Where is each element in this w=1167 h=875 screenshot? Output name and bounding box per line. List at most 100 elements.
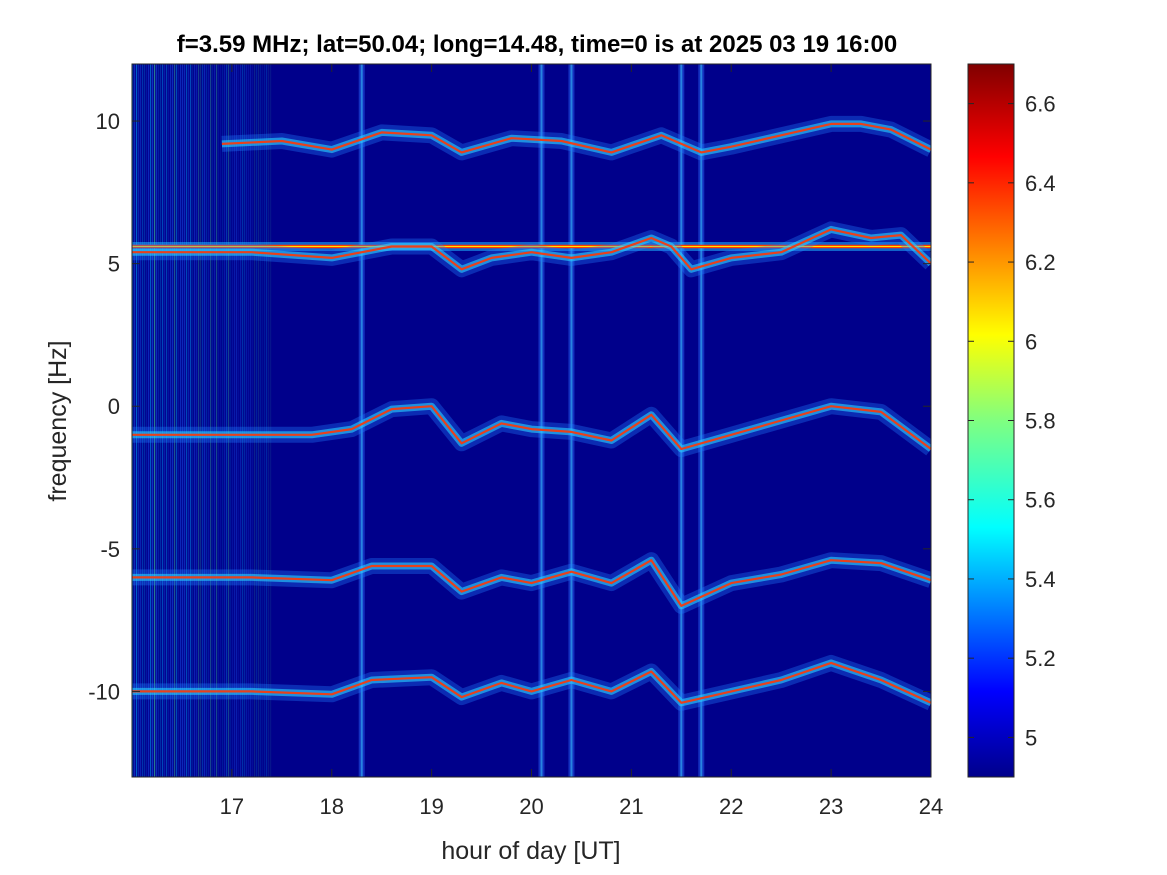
- noise-streak: [266, 64, 268, 777]
- colorbar-tick-label: 5: [1025, 725, 1037, 750]
- x-tick-label: 18: [320, 794, 344, 819]
- noise-streak: [204, 64, 206, 777]
- noise-streak: [170, 64, 172, 777]
- trace-layer: [132, 115, 931, 711]
- noise-streak: [184, 64, 186, 777]
- noise-streak: [172, 64, 174, 777]
- noise-streak: [142, 64, 144, 777]
- noise-streak: [186, 64, 188, 777]
- noise-streak: [220, 64, 222, 777]
- noise-streak: [196, 64, 198, 777]
- y-tick-label: -5: [100, 537, 120, 562]
- x-axis: 17 18 19 20 21 22 23 24: [220, 64, 943, 819]
- noise-streak: [198, 64, 200, 777]
- trace-line-3: [132, 559, 931, 607]
- noise-streak: [246, 64, 248, 777]
- colorbar-tick-label: 6.4: [1025, 171, 1056, 196]
- x-tick-label: 24: [919, 794, 943, 819]
- noise-streak: [236, 64, 238, 777]
- noise-streak: [158, 64, 160, 777]
- noise-streak: [258, 64, 260, 777]
- noise-band: [700, 64, 703, 777]
- colorbar-tick-label: 5.2: [1025, 646, 1056, 671]
- trace-line-4: [132, 661, 931, 704]
- noise-streak: [136, 64, 138, 777]
- noise-streak: [134, 64, 136, 777]
- noise-streak: [200, 64, 202, 777]
- noise-streak: [248, 64, 250, 777]
- noise-streak: [178, 64, 180, 777]
- colorbar-tick-label: 6: [1025, 329, 1037, 354]
- noise-band: [540, 64, 543, 777]
- noise-band: [680, 64, 683, 777]
- x-tick-label: 20: [519, 794, 543, 819]
- noise-streak: [270, 64, 272, 777]
- noise-streak: [264, 64, 266, 777]
- noise-streak: [194, 64, 196, 777]
- colorbar-tick-label: 6.6: [1025, 92, 1056, 117]
- y-axis: 10 5 0 -5 -10: [88, 109, 931, 704]
- colorbar-tick-label: 5.6: [1025, 488, 1056, 513]
- noise-streak: [224, 64, 226, 777]
- noise-streak: [150, 64, 152, 777]
- noise-streak: [242, 64, 244, 777]
- noise-streak: [144, 64, 146, 777]
- noise-streak: [152, 64, 154, 777]
- noise-streak: [240, 64, 242, 777]
- noise-streak: [164, 64, 166, 777]
- noise-streak: [210, 64, 212, 777]
- colorbar-ticks: 5 5.2 5.4 5.6 5.8 6 6.2 6.4 6.6: [968, 92, 1056, 750]
- x-tick-label: 23: [819, 794, 843, 819]
- noise-streak: [218, 64, 220, 777]
- colorbar-tick-label: 6.2: [1025, 250, 1056, 275]
- noise-streak: [212, 64, 214, 777]
- noise-streak: [166, 64, 168, 777]
- y-axis-label: frequency [Hz]: [44, 340, 72, 501]
- noise-streak: [226, 64, 228, 777]
- noise-streak: [174, 64, 176, 777]
- noise-streak: [216, 64, 218, 777]
- noise-streak: [138, 64, 140, 777]
- colorbar-tick-label: 5.8: [1025, 409, 1056, 434]
- trace-line-1: [132, 228, 931, 271]
- trace-line-0: [221, 122, 931, 154]
- noise-streak: [250, 64, 252, 777]
- colorbar: [967, 63, 1015, 778]
- noise-streak: [262, 64, 264, 777]
- noise-streak: [168, 64, 170, 777]
- noise-streak: [244, 64, 246, 777]
- noise-streak: [160, 64, 162, 777]
- noise-streak: [268, 64, 270, 777]
- noise-streak: [206, 64, 208, 777]
- x-tick-label: 17: [220, 794, 244, 819]
- noise-streak: [228, 64, 230, 777]
- noise-streak: [252, 64, 254, 777]
- noise-streak: [232, 64, 234, 777]
- noise-band: [570, 64, 573, 777]
- colorbar-tick-label: 5.4: [1025, 567, 1056, 592]
- y-tick-label: 10: [96, 109, 120, 134]
- noise-streak: [148, 64, 150, 777]
- noise-streak: [156, 64, 158, 777]
- x-tick-label: 21: [619, 794, 643, 819]
- noise-streak: [180, 64, 182, 777]
- x-tick-label: 22: [719, 794, 743, 819]
- noise-streak: [222, 64, 224, 777]
- y-tick-label: -10: [88, 679, 120, 704]
- plot-area: [132, 64, 931, 777]
- y-tick-label: 0: [108, 394, 120, 419]
- noise-layer: [132, 64, 705, 777]
- noise-streak: [230, 64, 232, 777]
- x-axis-label: hour of day [UT]: [441, 837, 620, 865]
- noise-streak: [132, 64, 134, 777]
- noise-streak: [234, 64, 236, 777]
- noise-streak: [140, 64, 142, 777]
- noise-streak: [154, 64, 156, 777]
- y-tick-label: 5: [108, 252, 120, 277]
- noise-streak: [162, 64, 164, 777]
- noise-streak: [214, 64, 216, 777]
- noise-streak: [260, 64, 262, 777]
- noise-streak: [238, 64, 240, 777]
- noise-streak: [176, 64, 178, 777]
